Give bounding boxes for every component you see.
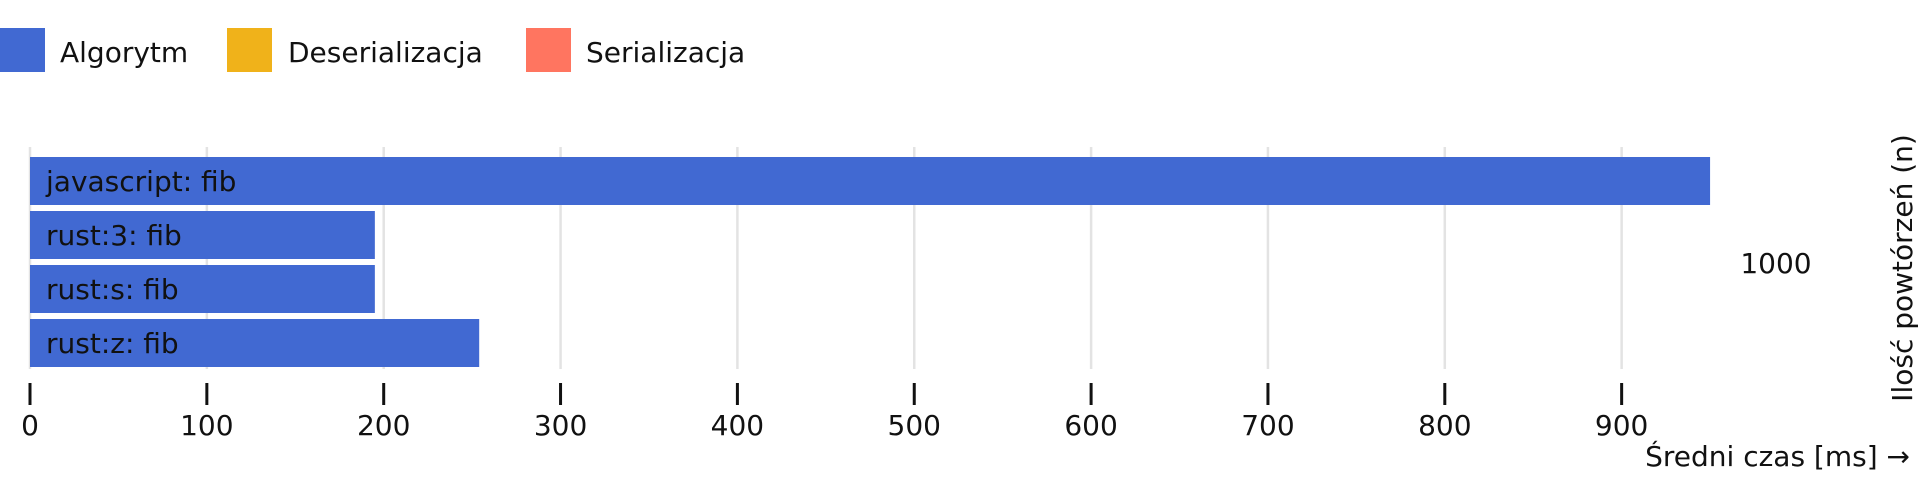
legend-label: Deserializacja xyxy=(288,36,483,69)
bar xyxy=(30,265,375,313)
x-tick-label: 900 xyxy=(1595,409,1648,442)
x-axis: 0 100 200 300 400 500 600 700 800 900 xyxy=(21,383,1648,442)
legend-label: Algorytm xyxy=(60,36,188,69)
x-tick-label: 500 xyxy=(888,409,941,442)
legend-swatch xyxy=(0,28,45,72)
legend-swatch xyxy=(526,28,571,72)
legend-label: Serializacja xyxy=(586,36,745,69)
legend-swatch xyxy=(227,28,272,72)
x-tick-label: 100 xyxy=(180,409,233,442)
x-tick-label: 0 xyxy=(21,409,39,442)
x-tick-label: 400 xyxy=(711,409,764,442)
bar-label: javascript: fib xyxy=(45,165,236,198)
y-axis-label: Ilość powtórzeń (n) xyxy=(1886,134,1919,402)
bar xyxy=(30,211,375,259)
bar xyxy=(30,319,480,367)
bars: javascript: fib rust:3: fib rust:s: fib rus… xyxy=(30,157,1711,367)
x-tick-label: 200 xyxy=(357,409,410,442)
x-tick-label: 300 xyxy=(534,409,587,442)
group-label: 1000 xyxy=(1740,247,1811,280)
bar-label: rust:3: fib xyxy=(46,219,182,252)
bar-label: rust:z: fib xyxy=(46,327,179,360)
x-tick-label: 800 xyxy=(1418,409,1471,442)
x-tick-label: 700 xyxy=(1241,409,1294,442)
bar-label: rust:s: fib xyxy=(46,273,179,306)
x-axis-label: Średni czas [ms] → xyxy=(1645,439,1910,473)
legend: Algorytm Deserializacja Serializacja xyxy=(0,28,745,72)
x-tick-label: 600 xyxy=(1064,409,1117,442)
bar xyxy=(30,157,1711,205)
